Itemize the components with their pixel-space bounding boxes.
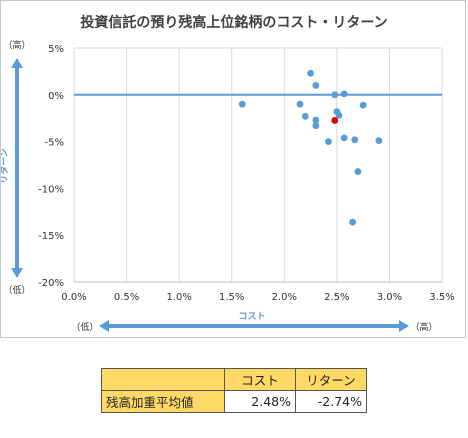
data-point [335,111,343,119]
scatter-chart: 投資信託の預り残高上位銘柄のコスト・リターン 0.0% 0.5% 1.0% 1.5% 2… [1,14,455,333]
data-point [331,91,339,99]
table-header-return: リターン [295,368,367,391]
y-tick-label: 0% [48,91,64,102]
x-high-label: （高） [410,321,437,333]
y-tick-label: -20% [38,278,64,289]
data-point [325,138,332,146]
x-axis-title: コスト [238,311,265,322]
table-header-blank [101,368,225,391]
table-header-cost: コスト [224,368,296,391]
data-point [238,100,246,108]
data-point [375,137,383,145]
y-axis-arrowhead-down [11,268,23,278]
data-point [312,122,320,130]
x-low-label: （低） [71,321,98,333]
x-axis-arrowhead-right [399,320,409,332]
chart-title: 投資信託の預り残高上位銘柄のコスト・リターン [80,14,387,31]
x-tick-label: 0.0% [61,292,86,303]
y-axis-arrowhead-up [11,58,23,68]
x-tick-label: 2.5% [324,292,349,303]
data-point [349,218,357,226]
data-point [359,101,367,109]
x-tick-label: 3.5% [429,292,454,303]
table-header-row: コスト リターン [101,368,367,391]
x-tick-label: 1.5% [219,292,244,303]
y-tick-label: 5% [48,44,64,55]
table-row: 残高加重平均値 2.48% -2.74% [101,390,367,413]
data-point [301,112,309,120]
x-tick-label: 1.0% [166,292,191,303]
data-point [312,82,320,89]
y-low-label: （低） [3,284,30,296]
summary-table: コスト リターン 残高加重平均値 2.48% -2.74% [101,368,367,413]
table-cost-value: 2.48% [224,390,296,413]
y-tick-label: -10% [38,184,64,195]
data-point [312,116,320,124]
table-return-value: -2.74% [295,390,367,413]
data-point [331,117,339,124]
data-point [351,136,359,144]
data-point [340,90,348,98]
x-tick-label: 0.5% [114,292,139,303]
chart-frame: 投資信託の預り残高上位銘柄のコスト・リターン 0.0% 0.5% 1.0% 1.5% 2… [0,0,466,338]
y-tick-label: -15% [38,231,64,242]
y-tick-label: -5% [45,138,64,149]
y-axis-title: リターン [1,148,10,184]
x-axis-arrowhead-left [99,320,109,332]
data-point [307,69,314,77]
y-high-label: （高） [3,39,30,51]
x-tick-label: 2.0% [272,292,297,303]
data-point [354,168,362,175]
data-point [340,134,348,142]
x-tick-label: 3.0% [377,292,402,303]
table-row-label: 残高加重平均値 [101,390,225,413]
data-point [296,100,304,108]
